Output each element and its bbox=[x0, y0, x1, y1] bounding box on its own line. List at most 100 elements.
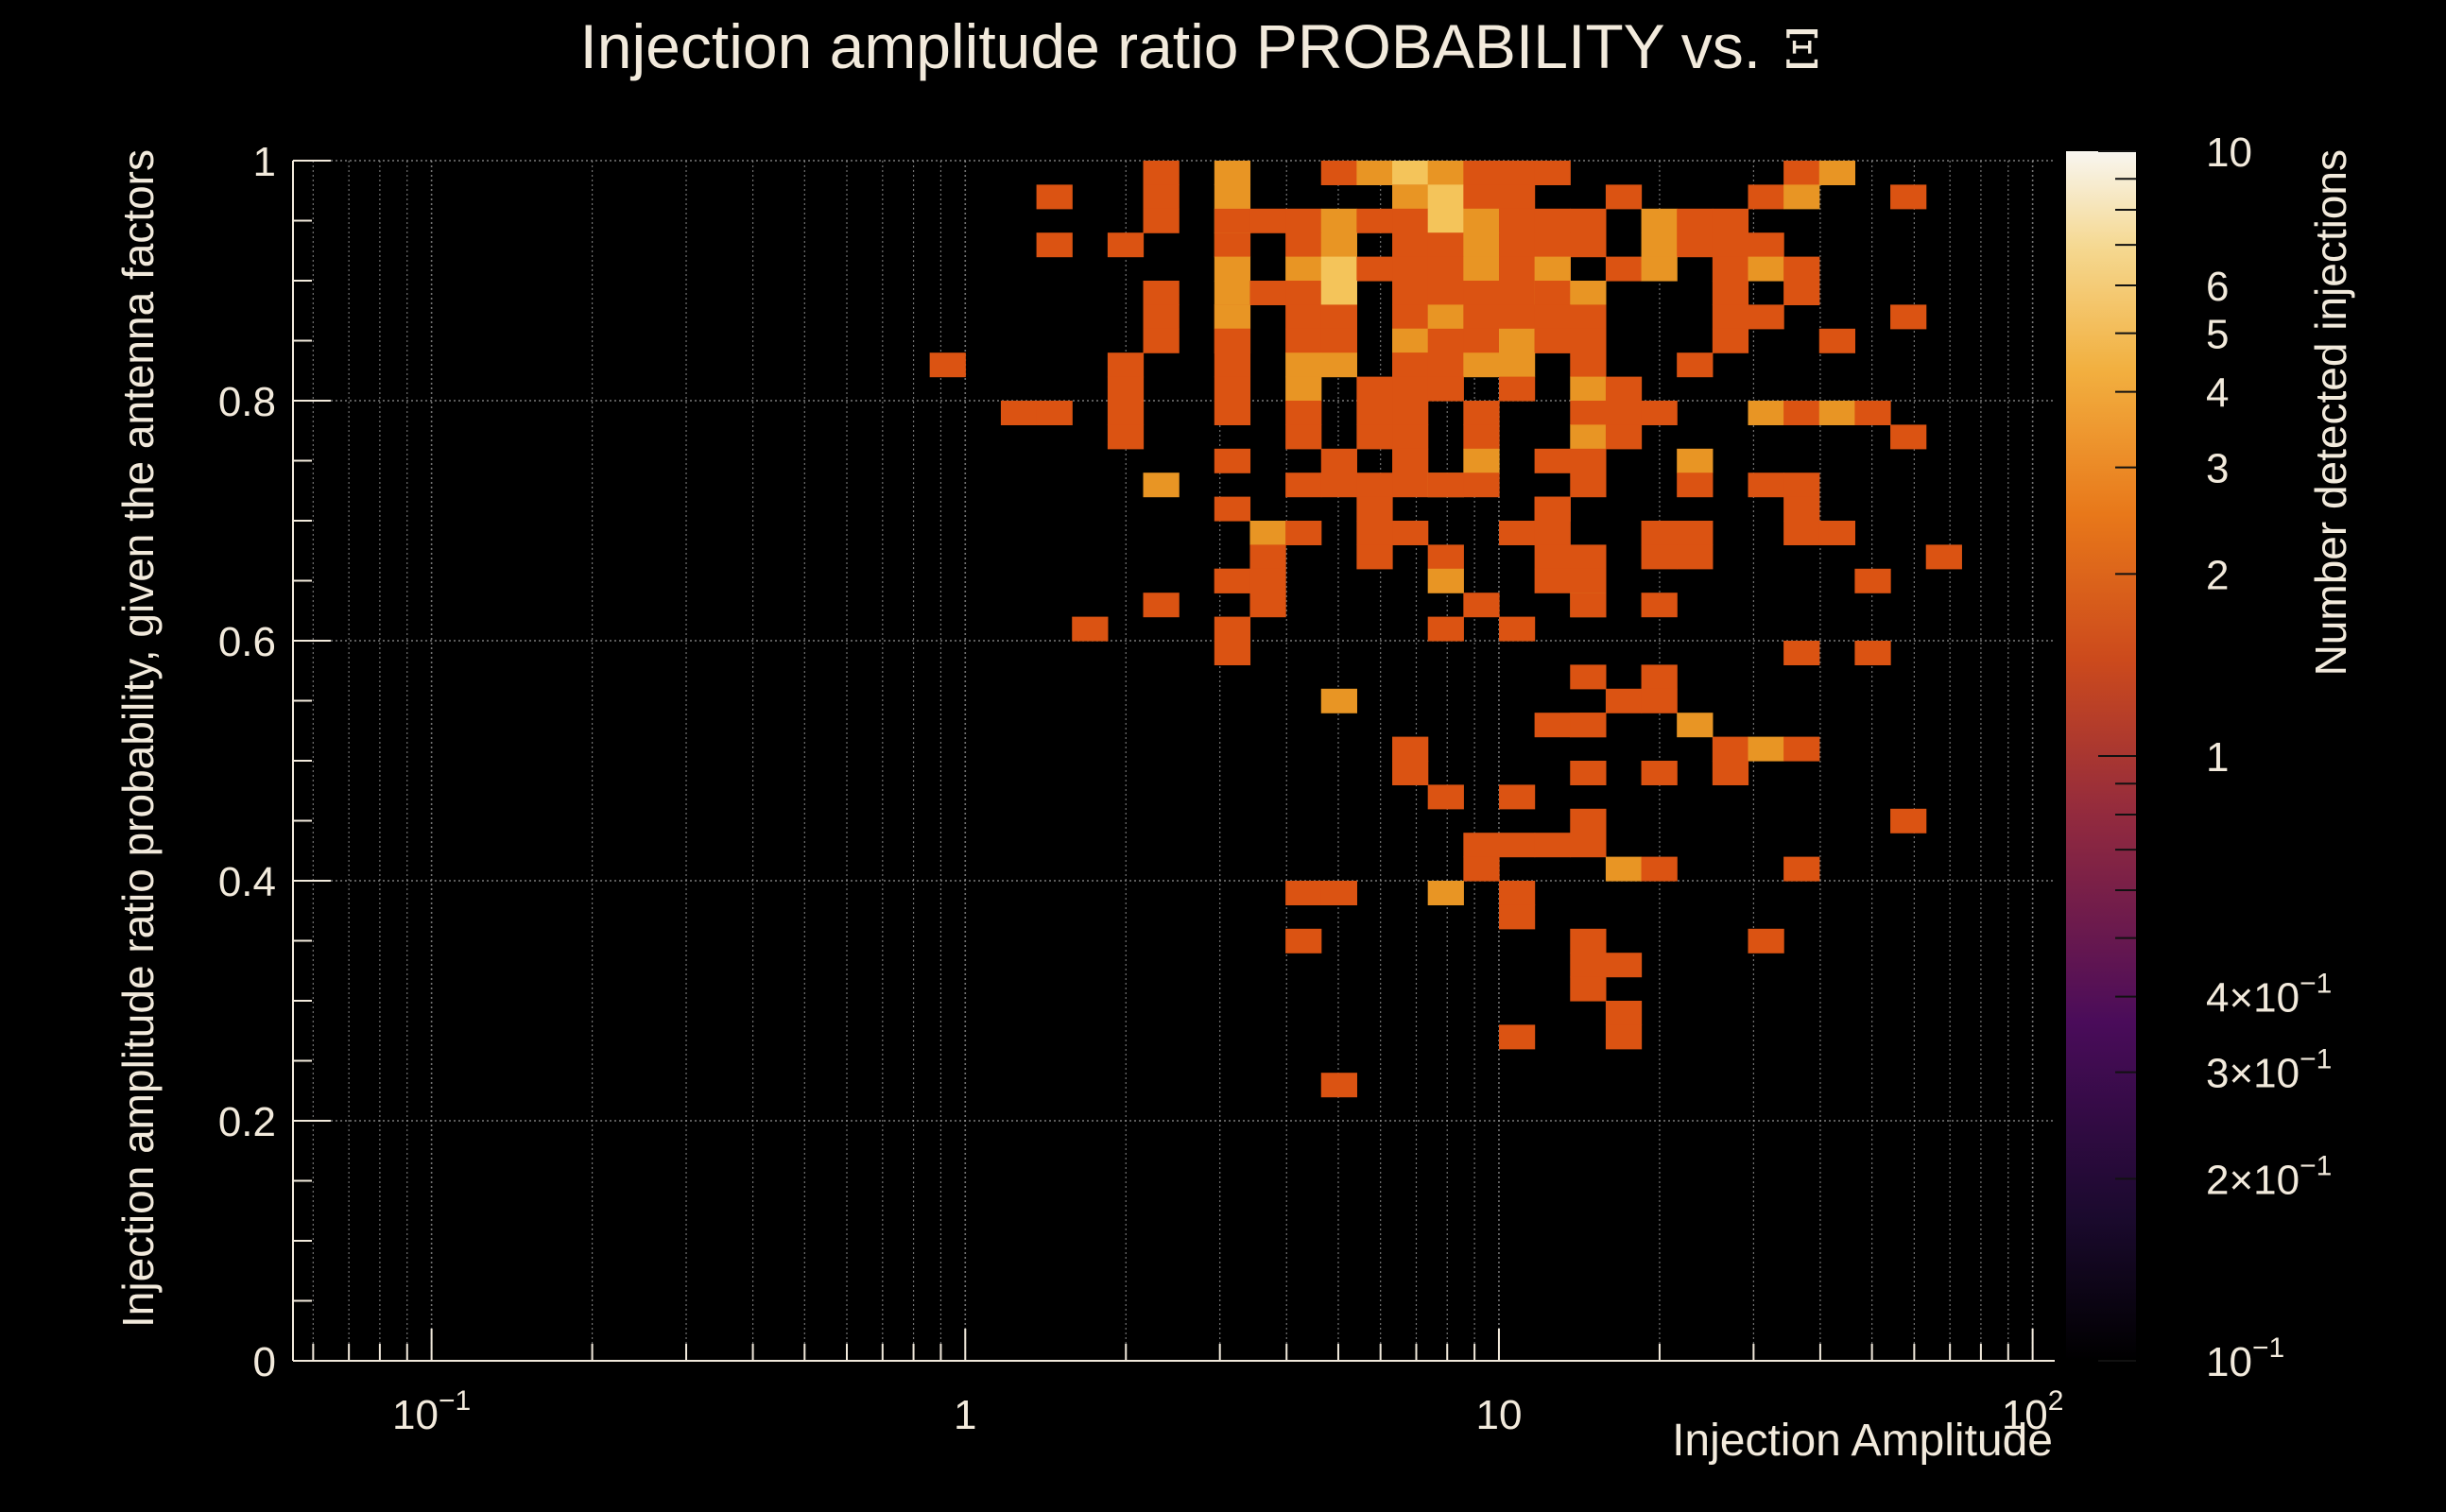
heatmap-cell bbox=[1463, 232, 1500, 258]
heatmap-cell bbox=[1534, 208, 1571, 233]
heatmap-cell bbox=[1143, 208, 1180, 233]
colorbar-tick-label: 4 bbox=[2206, 370, 2229, 417]
heatmap-cell bbox=[1320, 688, 1357, 713]
heatmap-cell bbox=[1712, 281, 1749, 305]
heatmap-cell bbox=[1748, 304, 1784, 330]
heatmap-cell bbox=[1677, 448, 1714, 473]
colorbar-tick-label: 3 bbox=[2206, 446, 2229, 492]
heatmap-cell bbox=[1249, 568, 1286, 593]
heatmap-cell bbox=[1605, 184, 1643, 210]
heatmap-cell bbox=[1285, 521, 1322, 545]
heatmap-cell bbox=[1072, 616, 1109, 642]
heatmap-cell bbox=[1498, 521, 1536, 545]
heatmap-cell bbox=[1498, 833, 1536, 858]
heatmap-cell bbox=[1641, 593, 1678, 618]
heatmap-cell bbox=[1356, 376, 1393, 402]
x-tick-label: 10 bbox=[1475, 1392, 1522, 1438]
heatmap-cell bbox=[1605, 953, 1643, 978]
heatmap-cell bbox=[1890, 424, 1927, 450]
heatmap-cell bbox=[1320, 281, 1357, 305]
heatmap-cell bbox=[1285, 304, 1322, 330]
heatmap-cell bbox=[1392, 736, 1429, 762]
heatmap-cell bbox=[1677, 472, 1714, 498]
heatmap-cell bbox=[1498, 328, 1536, 353]
heatmap-cell bbox=[1392, 376, 1429, 402]
heatmap-cell bbox=[1712, 304, 1749, 330]
heatmap-cell bbox=[1000, 401, 1038, 425]
heatmap-cell bbox=[1498, 784, 1536, 810]
heatmap-cell bbox=[1285, 928, 1322, 954]
heatmap-cell bbox=[1570, 761, 1607, 785]
heatmap-cell bbox=[1143, 328, 1180, 353]
heatmap-cell bbox=[1320, 304, 1357, 330]
heatmap-cell bbox=[1570, 281, 1607, 305]
heatmap-cell bbox=[1427, 328, 1464, 353]
heatmap-cell bbox=[1677, 544, 1714, 570]
heatmap-cell bbox=[1249, 593, 1286, 618]
heatmap-cell bbox=[1498, 161, 1536, 185]
heatmap-cell bbox=[1890, 808, 1927, 833]
heatmap-cell bbox=[1534, 521, 1571, 545]
heatmap-cell bbox=[1143, 184, 1180, 210]
heatmap-cell bbox=[1712, 761, 1749, 785]
colorbar-tick-label: 4×10−1 bbox=[2206, 969, 2332, 1022]
heatmap-cell bbox=[1107, 376, 1145, 402]
axes: 0 0.2 0.4 0.6 0.8 1 10−1 1 10 102 bbox=[218, 139, 2064, 1438]
heatmap-cell bbox=[1427, 256, 1464, 282]
heatmap-cell bbox=[1036, 401, 1073, 425]
x-tick-label: 1 bbox=[954, 1392, 976, 1438]
heatmap-cell bbox=[1783, 496, 1820, 522]
y-tick-label: 0 bbox=[253, 1339, 276, 1385]
heatmap-cell bbox=[1534, 161, 1571, 185]
heatmap-cell bbox=[1570, 376, 1607, 402]
heatmap-cell bbox=[1570, 208, 1607, 233]
heatmap-cell bbox=[1854, 568, 1891, 593]
heatmap-cell bbox=[1356, 544, 1393, 570]
heatmap-cell bbox=[1285, 328, 1322, 353]
heatmap-cell bbox=[1463, 161, 1500, 185]
heatmap-cell bbox=[1605, 256, 1643, 282]
heatmap-cell bbox=[1463, 281, 1500, 305]
heatmap-cell bbox=[1356, 401, 1393, 425]
heatmap-cell bbox=[1712, 256, 1749, 282]
heatmap-cell bbox=[1498, 881, 1536, 905]
heatmap-cell bbox=[1677, 521, 1714, 545]
heatmap-cell bbox=[1285, 881, 1322, 905]
heatmap-cell bbox=[1463, 328, 1500, 353]
heatmap-cell bbox=[1249, 544, 1286, 570]
heatmap-cell bbox=[1534, 833, 1571, 858]
heatmap-cell bbox=[1498, 352, 1536, 378]
xi-symbol: Ξ bbox=[1783, 20, 1820, 81]
heatmap-cell bbox=[1748, 401, 1784, 425]
heatmap-cell bbox=[1427, 376, 1464, 402]
heatmap-cell bbox=[1320, 1073, 1357, 1098]
heatmap-cell bbox=[1285, 401, 1322, 425]
heatmap-cell bbox=[1605, 688, 1643, 713]
heatmap-cell bbox=[1498, 616, 1536, 642]
heatmap-cell bbox=[1570, 808, 1607, 833]
heatmap-cell bbox=[1498, 376, 1536, 402]
heatmap-cell bbox=[1392, 328, 1429, 353]
heatmap-cell bbox=[1427, 161, 1464, 185]
heatmap-cell bbox=[1214, 184, 1251, 210]
heatmap-cell bbox=[1748, 184, 1784, 210]
heatmap-cell bbox=[1605, 424, 1643, 450]
heatmap-cell bbox=[1677, 352, 1714, 378]
y-tick-label: 0.2 bbox=[218, 1099, 276, 1145]
heatmap-cell bbox=[1463, 856, 1500, 882]
heatmap-cell bbox=[1427, 472, 1464, 498]
heatmap-cell bbox=[1392, 521, 1429, 545]
heatmap-cell bbox=[1783, 184, 1820, 210]
heatmap-cell bbox=[1356, 256, 1393, 282]
colorbar-tick-label: 2 bbox=[2206, 552, 2229, 598]
heatmap-cell bbox=[1712, 328, 1749, 353]
heatmap-cell bbox=[1783, 281, 1820, 305]
heatmap-cell bbox=[1036, 184, 1073, 210]
heatmap-cell bbox=[1534, 328, 1571, 353]
heatmap-cell bbox=[1463, 593, 1500, 618]
heatmap-cell bbox=[1641, 256, 1678, 282]
heatmap-cell bbox=[1427, 881, 1464, 905]
heatmap-cell bbox=[1214, 232, 1251, 258]
heatmap-cell bbox=[1320, 352, 1357, 378]
